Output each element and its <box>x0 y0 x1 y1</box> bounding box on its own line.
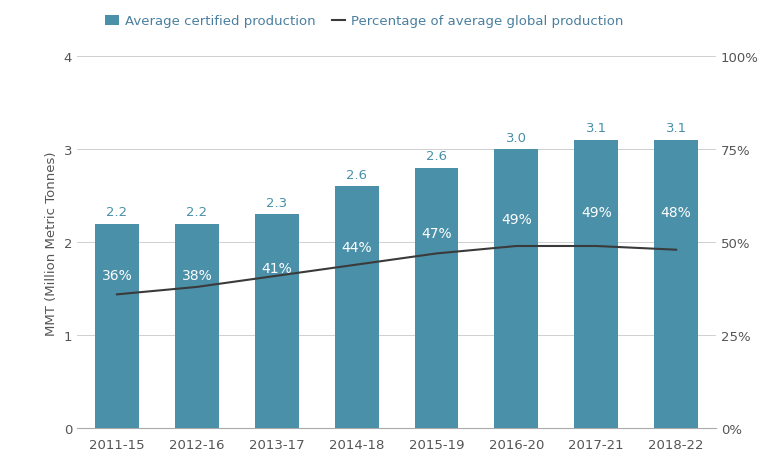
Legend: Average certified production, Percentage of average global production: Average certified production, Percentage… <box>105 15 624 29</box>
Text: 2.2: 2.2 <box>186 206 207 218</box>
Text: 2.6: 2.6 <box>426 150 447 163</box>
Percentage of average global production <box>352 262 361 268</box>
Text: 49%: 49% <box>581 206 611 219</box>
Text: 2.3: 2.3 <box>266 197 287 209</box>
Text: 2.6: 2.6 <box>346 169 367 181</box>
Text: 48%: 48% <box>661 206 691 219</box>
Bar <box>494 150 538 428</box>
Text: 2.2: 2.2 <box>106 206 128 218</box>
Percentage of average global production <box>671 248 681 253</box>
Text: 44%: 44% <box>341 240 372 254</box>
Text: 47%: 47% <box>421 227 452 240</box>
Percentage of average global production <box>272 273 281 279</box>
Bar <box>414 169 458 428</box>
Percentage of average global production <box>512 244 521 249</box>
Y-axis label: MMT (Million Metric Tonnes): MMT (Million Metric Tonnes) <box>45 151 58 335</box>
Bar <box>175 224 219 428</box>
Percentage of average global production <box>591 244 601 249</box>
Text: 38%: 38% <box>182 268 213 282</box>
Text: 36%: 36% <box>102 268 132 282</box>
Text: 3.1: 3.1 <box>665 122 687 135</box>
Text: 49%: 49% <box>501 213 532 227</box>
Bar <box>335 187 379 428</box>
Bar <box>654 141 698 428</box>
Percentage of average global production <box>192 285 202 290</box>
Text: 41%: 41% <box>261 261 292 275</box>
Line: Percentage of average global production: Percentage of average global production <box>117 247 676 295</box>
Percentage of average global production <box>432 251 441 257</box>
Bar <box>255 215 299 428</box>
Percentage of average global production <box>112 292 122 298</box>
Bar <box>574 141 618 428</box>
Text: 3.0: 3.0 <box>506 131 527 144</box>
Bar <box>95 224 139 428</box>
Text: 3.1: 3.1 <box>586 122 607 135</box>
